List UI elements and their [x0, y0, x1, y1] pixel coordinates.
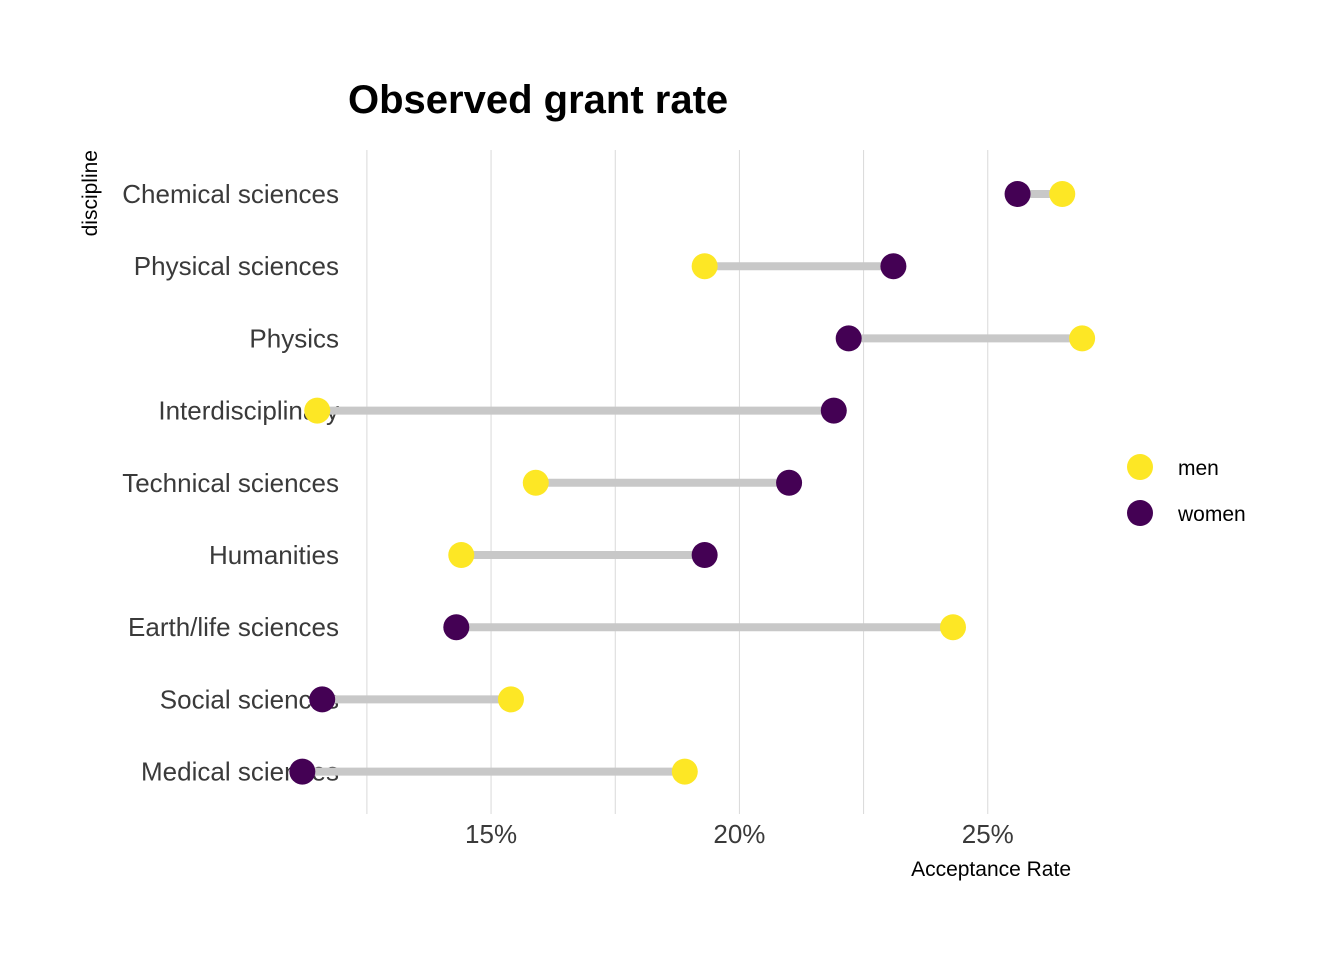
legend: men women — [1127, 454, 1246, 526]
point-men-physical-sciences — [691, 253, 718, 280]
legend-key-men — [1127, 454, 1153, 480]
point-men-physics — [1069, 325, 1096, 352]
y-tick-humanities: Humanities — [209, 540, 339, 570]
legend-label-men: men — [1178, 457, 1219, 480]
point-men-medical-sciences — [671, 758, 698, 785]
point-women-technical-sciences — [776, 469, 803, 496]
point-women-interdisciplinary — [820, 397, 847, 424]
y-tick-social-sciences: Social sciences — [160, 684, 339, 714]
y-tick-technical-sciences: Technical sciences — [122, 468, 339, 498]
connectors — [302, 190, 1083, 776]
y-tick-earth-life-sciences: Earth/life sciences — [128, 612, 339, 642]
y-axis-label: discipline — [79, 150, 102, 236]
point-women-earth-life-sciences — [443, 614, 470, 641]
point-women-humanities — [691, 542, 718, 568]
x-tick-25: 25% — [962, 819, 1014, 849]
x-tick-15: 15% — [465, 819, 517, 849]
point-men-chemical-sciences — [1049, 181, 1076, 207]
y-tick-chemical-sciences: Chemical sciences — [122, 179, 339, 209]
x-tick-20: 20% — [713, 819, 765, 849]
point-women-social-sciences — [309, 686, 336, 713]
point-men-technical-sciences — [522, 469, 549, 496]
point-men-social-sciences — [497, 686, 524, 713]
point-men-earth-life-sciences — [939, 614, 966, 641]
point-men-interdisciplinary — [304, 397, 331, 424]
point-men-humanities — [448, 542, 475, 568]
y-tick-physical-sciences: Physical sciences — [134, 251, 339, 281]
point-women-physical-sciences — [880, 253, 907, 280]
legend-key-women — [1127, 500, 1153, 526]
legend-label-women: women — [1177, 503, 1246, 526]
y-tick-labels: Chemical sciences Physical sciences Physic… — [122, 179, 339, 787]
point-women-physics — [835, 325, 862, 352]
y-tick-physics: Physics — [249, 323, 339, 353]
x-axis-label: Acceptance Rate — [911, 858, 1071, 881]
point-women-medical-sciences — [289, 758, 316, 785]
point-women-chemical-sciences — [1004, 181, 1031, 207]
points — [289, 181, 1096, 785]
x-tick-labels: 15% 20% 25% — [465, 819, 1014, 849]
chart-title: Observed grant rate — [348, 78, 728, 122]
